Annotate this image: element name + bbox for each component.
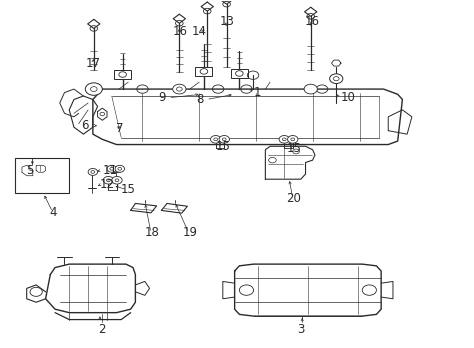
Text: 17: 17 [85, 57, 100, 70]
Text: 9: 9 [159, 91, 166, 104]
Bar [114, 70, 131, 79]
Circle shape [219, 135, 229, 143]
Text: 16: 16 [173, 25, 188, 38]
Circle shape [115, 165, 125, 172]
Text: 12: 12 [100, 178, 115, 191]
Bar [231, 69, 248, 78]
Circle shape [288, 135, 298, 143]
Text: 19: 19 [182, 227, 197, 239]
Circle shape [210, 135, 221, 143]
Circle shape [88, 168, 98, 175]
Text: 11: 11 [102, 164, 117, 177]
Text: 14: 14 [191, 25, 207, 38]
Circle shape [279, 135, 290, 143]
Text: 15: 15 [121, 183, 136, 196]
Text: 8: 8 [197, 93, 204, 106]
Circle shape [103, 176, 114, 184]
Bar [195, 67, 212, 76]
Text: 7: 7 [117, 122, 124, 135]
Text: 10: 10 [341, 91, 356, 104]
Text: 2: 2 [99, 324, 106, 337]
Text: 3: 3 [297, 324, 304, 337]
Text: 13: 13 [220, 15, 235, 28]
Circle shape [329, 74, 343, 84]
Circle shape [112, 176, 122, 184]
Bar [15, 158, 69, 193]
Text: 4: 4 [49, 206, 56, 219]
Text: 6: 6 [81, 119, 88, 132]
Circle shape [107, 165, 117, 172]
Text: 16: 16 [305, 15, 320, 28]
Text: 15: 15 [215, 140, 230, 153]
Text: 5: 5 [27, 164, 34, 177]
Circle shape [173, 84, 186, 94]
Text: 20: 20 [286, 192, 301, 205]
Text: 1: 1 [254, 86, 261, 99]
Circle shape [85, 83, 102, 95]
Circle shape [304, 84, 318, 94]
Text: 15: 15 [286, 142, 301, 155]
Text: 18: 18 [145, 227, 159, 239]
